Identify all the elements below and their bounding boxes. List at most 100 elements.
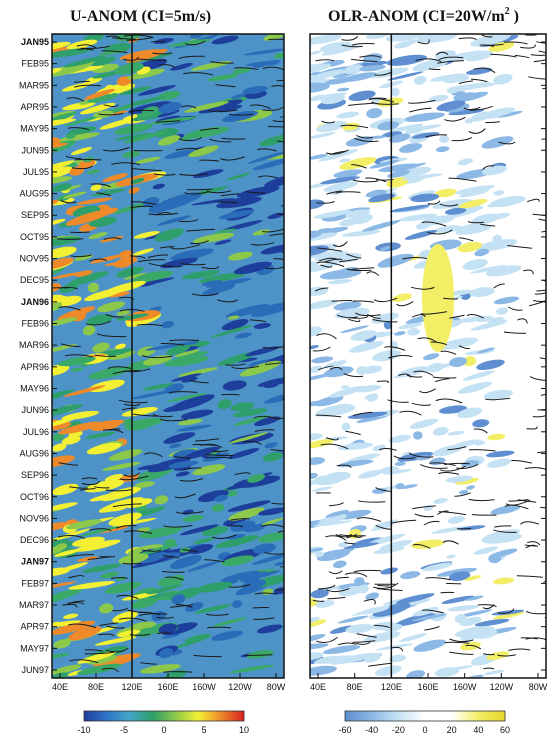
y-tick-label: FEB96 [21,319,49,329]
u-anom-contour [84,649,103,652]
u-anom-patch [177,367,218,377]
u-anom-contour [101,50,128,53]
olr-anom-contour [352,640,376,643]
y-tick-label: MAY97 [20,643,49,653]
u-anom-contour [178,136,203,142]
olr-anom-patch [487,433,506,441]
olr-anom-patch [374,665,402,676]
u-anom-patch [263,391,284,404]
olr-anom-title-main: OLR-ANOM [328,8,419,25]
olr-anom-contour [528,301,543,307]
u-anom-contour [265,362,281,365]
olr-anom-patch [432,444,464,457]
olr-anom-contour [316,261,345,267]
olr-anom-contour [335,533,352,538]
olr-anom-patch [466,67,493,75]
olr-anom-contour [314,287,329,292]
u-anom-patch [239,360,282,377]
u-anom-title-main: U-ANOM [70,8,138,25]
olr-anom-contour [388,355,413,359]
u-anom-contour [186,188,213,191]
u-anom-contour [274,589,284,591]
u-anom-patch [212,617,247,627]
u-anom-patch [217,105,243,113]
u-anom-contour [234,472,251,475]
u-anom-patch [163,432,196,444]
olr-anom-contour [527,198,540,203]
u-anom-patch [168,460,199,469]
olr-anom-patch [442,73,468,84]
olr-anom-contour [517,499,537,503]
u-anom-patch [52,41,71,51]
olr-anom-contour [439,465,466,472]
u-anom-contour [90,183,111,188]
u-anom-patch [52,483,79,496]
olr-anom-contour [327,596,346,600]
olr-anom-patch [310,619,327,629]
u-anom-contour [184,191,210,195]
olr-anom-patch [493,296,520,305]
u-anom-contour [163,671,193,673]
olr-anom-colorbar-tick-label: -40 [365,725,378,735]
olr-anom-contour [399,410,422,416]
u-anom-contour [66,554,94,558]
u-anom-patch [116,266,145,278]
olr-anom-contour [541,138,546,140]
olr-anom-patch [400,571,421,580]
u-anom-patch [211,35,239,45]
olr-anom-patch [485,265,522,277]
olr-anom-contour [526,426,538,430]
olr-anom-patch [310,472,318,480]
u-anom-patch [216,196,262,209]
u-anom-contour [276,79,284,82]
u-anom-patch [264,442,278,449]
u-anom-colorbar [83,710,245,722]
olr-anom-patch [485,107,516,118]
olr-anom-contour [534,292,546,295]
u-anom-patch [130,177,145,184]
u-anom-contour [103,104,119,107]
olr-anom-patch [336,87,350,92]
u-anom-colorbar-tick-label: 0 [161,725,166,735]
u-anom-contour [206,190,232,194]
olr-anom-patch [350,330,377,341]
u-anom-contour [68,575,85,579]
u-anom-contour [116,594,139,599]
olr-anom-patch [445,206,484,219]
u-anom-patch [157,135,181,146]
u-anom-contour [215,84,236,88]
u-anom-contour [205,456,232,459]
olr-anom-x-tick-label: 40E [310,682,326,692]
u-anom-patch [198,99,243,114]
olr-anom-contour [335,191,361,194]
olr-anom-patch [416,34,457,43]
y-tick-label: JAN96 [21,297,49,307]
olr-anom-contour [319,257,339,262]
olr-anom-patch [412,613,447,622]
u-anom-patch [153,37,174,45]
u-anom-patch [102,462,141,471]
u-anom-contour [190,240,209,245]
u-anom-patch [52,404,83,418]
u-anom-patch [88,232,108,240]
u-anom-patch [154,228,184,242]
olr-anom-contour [530,54,546,56]
u-anom-patch [66,39,98,50]
olr-anom-patch [457,241,483,253]
olr-anom-patch [310,457,325,465]
u-anom-patch [170,248,214,261]
olr-anom-contour [430,341,447,346]
u-anom-contour [111,162,141,165]
u-anom-contour [207,109,238,113]
olr-anom-patch [313,210,352,219]
olr-anom-contour [529,376,546,381]
u-anom-patch [134,506,166,517]
olr-anom-patch [454,185,495,195]
u-anom-patch [100,571,119,579]
olr-anom-contour [326,149,349,155]
olr-anom-patch [320,41,352,53]
olr-anom-patch [432,426,449,436]
u-anom-x-tick-label: 120W [228,682,252,692]
u-anom-patch [90,254,123,264]
u-anom-contour [173,456,191,459]
